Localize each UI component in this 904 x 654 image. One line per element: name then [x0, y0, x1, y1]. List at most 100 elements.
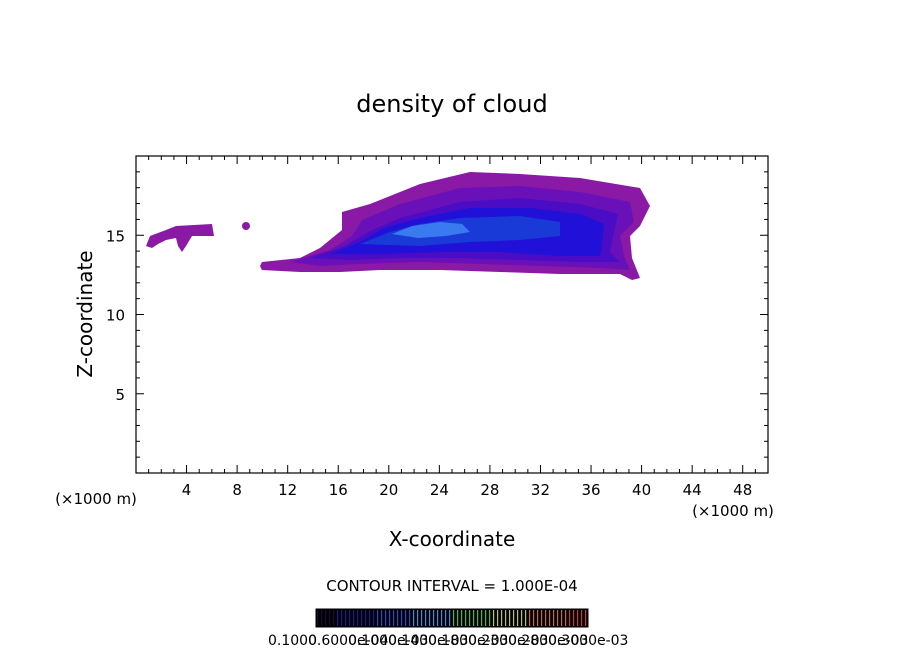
- colorbar-stripe: [393, 610, 395, 626]
- y-tick-label: 15: [106, 227, 125, 245]
- colorbar-stripe: [429, 610, 431, 626]
- colorbar-stripe: [477, 610, 479, 626]
- colorbar-stripe: [345, 610, 347, 626]
- colorbar-stripe: [537, 610, 539, 626]
- colorbar-stripe: [337, 610, 339, 626]
- colorbar-stripe: [357, 610, 359, 626]
- x-tick-label: 44: [683, 481, 702, 499]
- colorbar-stripe: [385, 610, 387, 626]
- colorbar-stripe: [417, 610, 419, 626]
- x-axis-label: X-coordinate: [389, 527, 516, 551]
- x-tick-label: 24: [430, 481, 449, 499]
- colorbar-stripe: [549, 610, 551, 626]
- x-tick-label: 28: [480, 481, 499, 499]
- x-unit-right-label: (×1000 m): [692, 502, 774, 520]
- colorbar-stripe: [361, 610, 363, 626]
- x-tick-label: 12: [278, 481, 297, 499]
- colorbar-stripe: [481, 610, 483, 626]
- colorbar-stripe: [389, 610, 391, 626]
- colorbar-stripe: [569, 610, 571, 626]
- colorbar-stripe: [581, 610, 583, 626]
- colorbar-stripe: [409, 610, 411, 626]
- x-tick-label: 8: [232, 481, 242, 499]
- x-tick-label: 36: [581, 481, 600, 499]
- y-tick-label: 10: [106, 307, 125, 325]
- x-tick-label: 48: [733, 481, 752, 499]
- colorbar-stripe: [333, 610, 335, 626]
- x-tick-label: 16: [329, 481, 348, 499]
- cloud-fragment-blob: [242, 222, 250, 230]
- colorbar-stripe: [397, 610, 399, 626]
- colorbar-stripe: [585, 610, 587, 626]
- x-unit-left-label: (×1000 m): [55, 490, 137, 508]
- colorbar-stripe: [509, 610, 511, 626]
- colorbar-stripe: [577, 610, 579, 626]
- colorbar-stripe: [353, 610, 355, 626]
- colorbar-label: 0.1000e-03: [348, 633, 428, 649]
- colorbar-stripe: [461, 610, 463, 626]
- colorbar-stripe: [573, 610, 575, 626]
- colorbar-stripe: [501, 610, 503, 626]
- y-axis-label: Z-coordinate: [73, 250, 97, 377]
- x-tick-label: 20: [379, 481, 398, 499]
- colorbar-stripe: [341, 610, 343, 626]
- colorbar-stripe: [529, 610, 531, 626]
- colorbar-stripe: [493, 610, 495, 626]
- colorbar-stripe: [565, 610, 567, 626]
- colorbar-stripe: [317, 610, 319, 626]
- colorbar-stripe: [437, 610, 439, 626]
- colorbar-stripe: [329, 610, 331, 626]
- chart-title: density of cloud: [356, 90, 547, 118]
- colorbar-stripe: [413, 610, 415, 626]
- colorbar-stripe: [321, 610, 323, 626]
- colorbar-stripe: [365, 610, 367, 626]
- colorbar-stripe: [469, 610, 471, 626]
- contour-interval-label: CONTOUR INTERVAL = 1.000E-04: [326, 577, 577, 595]
- colorbar-label: 0.1000: [268, 633, 317, 649]
- colorbar-stripe: [373, 610, 375, 626]
- colorbar-stripe: [513, 610, 515, 626]
- cloud-fragment-left: [146, 224, 214, 252]
- colorbar-stripe: [381, 610, 383, 626]
- colorbar-label: 0.2300e-03: [468, 633, 548, 649]
- colorbar-stripe: [497, 610, 499, 626]
- y-tick-labels: 5 10 15: [106, 227, 125, 404]
- colorbar-stripe: [557, 610, 559, 626]
- colorbar-stripe: [405, 610, 407, 626]
- colorbar-stripe: [369, 610, 371, 626]
- cloud-contours: [146, 172, 650, 280]
- colorbar-label: 0.2800e-03: [508, 633, 588, 649]
- colorbar-frame: [315, 608, 589, 628]
- colorbar-stripe: [545, 610, 547, 626]
- axis-ticks: [136, 156, 768, 473]
- colorbar-stripe: [533, 610, 535, 626]
- x-tick-labels: 4 8 12 16 20 24 28 32 36 40 44 48: [182, 481, 752, 499]
- colorbar-stripe: [325, 610, 327, 626]
- colorbar-stripe: [473, 610, 475, 626]
- colorbar-stripe: [485, 610, 487, 626]
- colorbar-stripe: [553, 610, 555, 626]
- colorbar-stripe: [421, 610, 423, 626]
- x-tick-label: 32: [531, 481, 550, 499]
- colorbar-stripe: [433, 610, 435, 626]
- colorbar-stripe: [517, 610, 519, 626]
- x-tick-label: 40: [632, 481, 651, 499]
- colorbar-labels: 0.10000.6000e-040.1000e-030.1400e-030.18…: [268, 633, 628, 649]
- colorbar-stripe: [505, 610, 507, 626]
- colorbar-label: 0.1800e-03: [428, 633, 508, 649]
- colorbar-stripe: [525, 610, 527, 626]
- colorbar-stripe: [453, 610, 455, 626]
- cloud-contour-peak: [392, 222, 470, 238]
- colorbar-stripe: [465, 610, 467, 626]
- colorbar-stripe: [449, 610, 451, 626]
- x-tick-label: 4: [182, 481, 192, 499]
- y-tick-label: 5: [115, 386, 125, 404]
- colorbar-stripe: [377, 610, 379, 626]
- colorbar-stripe: [541, 610, 543, 626]
- colorbar-stripe: [445, 610, 447, 626]
- colorbar: [316, 609, 588, 627]
- colorbar-stripe: [425, 610, 427, 626]
- colorbar-label: 0.6000e-04: [308, 633, 389, 649]
- colorbar-stripe: [489, 610, 491, 626]
